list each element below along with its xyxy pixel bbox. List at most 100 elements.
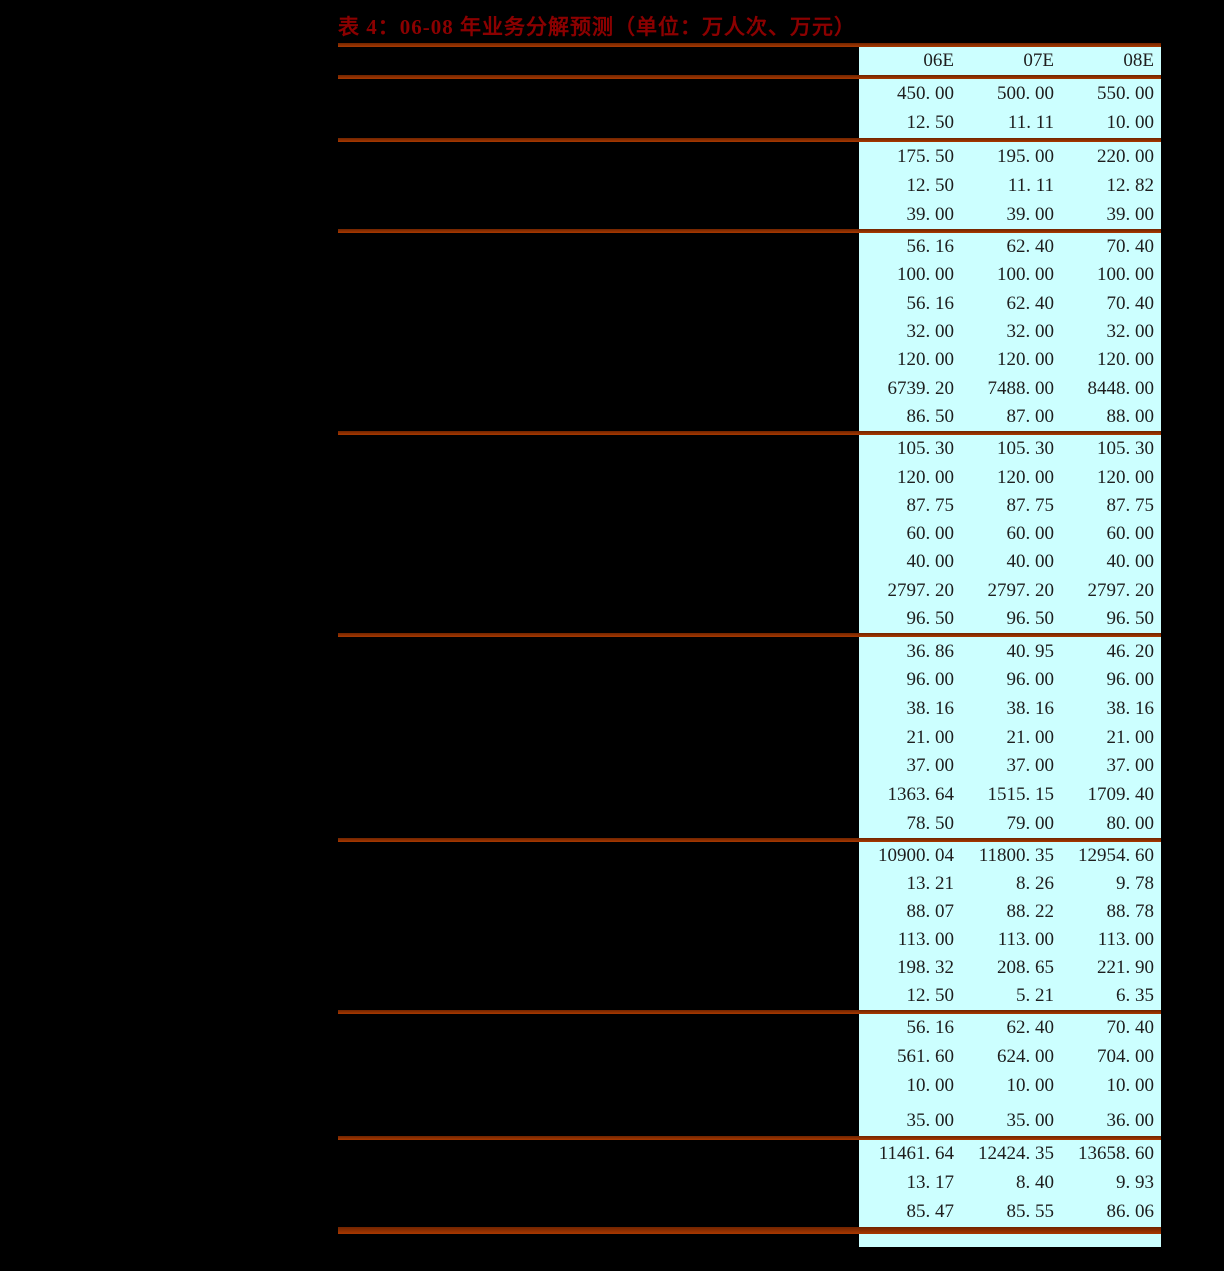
table-cell: 62. 40 — [1006, 292, 1055, 314]
row-label-cell — [338, 171, 859, 200]
table-cell: 87. 75 — [906, 494, 955, 516]
title-divider — [338, 43, 1161, 47]
table-row: 100. 00 100. 00 100. 00 — [338, 261, 1161, 289]
table-cell: 175. 50 — [897, 145, 954, 167]
row-label-cell — [338, 898, 859, 926]
table-row: 450. 00 500. 00 550. 00 — [338, 79, 1161, 109]
table-cell: 100. 00 — [1097, 264, 1154, 286]
table-cell: 40. 00 — [906, 551, 955, 573]
row-label-cell — [338, 200, 859, 229]
table-cell: 624. 00 — [997, 1046, 1054, 1068]
row-label-cell — [338, 954, 859, 982]
table-row: 12. 50 11. 11 10. 00 — [338, 109, 1161, 139]
table-cell: 96. 00 — [906, 669, 955, 691]
table-cell: 39. 00 — [1006, 203, 1055, 225]
table-cell: 62. 40 — [1006, 1017, 1055, 1039]
table-cell: 38. 16 — [906, 697, 955, 719]
row-label-cell — [338, 666, 859, 695]
table-row: 10900. 04 11800. 35 12954. 60 — [338, 842, 1161, 870]
table-section: 56. 16 62. 40 70. 40 100. 00 100. 00 100. 00 5… — [338, 233, 1161, 431]
row-label-cell — [338, 637, 859, 666]
row-label-cell — [338, 109, 859, 139]
column-header-08e: 08E — [1123, 50, 1154, 71]
table-cell: 8. 26 — [1016, 872, 1054, 894]
table-cell: 80. 00 — [1106, 812, 1155, 834]
table-row: 37. 00 37. 00 37. 00 — [338, 752, 1161, 781]
table-header-row: 06E 07E 08E — [338, 47, 1161, 75]
table-cell: 10. 00 — [1106, 1075, 1155, 1097]
table-row: 56. 16 62. 40 70. 40 — [338, 233, 1161, 261]
table-cell: 78. 50 — [906, 812, 955, 834]
table-cell: 2797. 20 — [987, 579, 1055, 601]
table-row: 38. 16 38. 16 38. 16 — [338, 695, 1161, 724]
row-label-cell — [338, 695, 859, 724]
section-divider — [338, 431, 1161, 436]
row-label-cell — [338, 435, 859, 463]
table-cell: 704. 00 — [1097, 1046, 1154, 1068]
table-section: 11461. 64 12424. 35 13658. 60 13. 17 8. 40 9.… — [338, 1140, 1161, 1227]
table-cell: 36. 86 — [906, 640, 955, 662]
table-row: 1363. 64 1515. 15 1709. 40 — [338, 781, 1161, 810]
table-cell: 21. 00 — [1106, 726, 1155, 748]
table-cell: 198. 32 — [897, 956, 954, 978]
table-cell: 113. 00 — [897, 928, 954, 950]
table-cell: 79. 00 — [1006, 812, 1055, 834]
table-section: 175. 50 195. 00 220. 00 12. 50 11. 11 12. 82 3… — [338, 142, 1161, 229]
table-title: 表 4：06-08 年业务分解预测（单位：万人次、万元） — [338, 15, 856, 39]
row-label-cell — [338, 520, 859, 548]
row-label-cell — [338, 982, 859, 1010]
table-row: 120. 00 120. 00 120. 00 — [338, 463, 1161, 491]
table-cell: 32. 00 — [906, 321, 955, 343]
row-label-cell — [338, 290, 859, 318]
table-cell: 40. 95 — [1006, 640, 1055, 662]
table-cell: 105. 30 — [997, 438, 1054, 460]
table-cell: 120. 00 — [897, 349, 954, 371]
table-cell: 120. 00 — [1097, 466, 1154, 488]
table-cell: 6739. 20 — [887, 377, 955, 399]
table-cell: 87. 75 — [1006, 494, 1055, 516]
table-cell: 96. 50 — [1106, 608, 1155, 629]
table-body: 450. 00 500. 00 550. 00 12. 50 11. 11 10. 00 1… — [338, 79, 1161, 1234]
table-cell: 36. 00 — [1106, 1110, 1155, 1132]
table-cell: 96. 50 — [1006, 608, 1055, 629]
table-bottom-border — [338, 1226, 1161, 1234]
row-label-cell — [338, 79, 859, 109]
table-cell: 2797. 20 — [887, 579, 955, 601]
table-cell: 12. 50 — [906, 174, 955, 196]
table-cell: 32. 00 — [1006, 321, 1055, 343]
table-cell: 12. 50 — [906, 112, 955, 134]
row-label-cell — [338, 723, 859, 752]
table-cell: 87. 75 — [1106, 494, 1155, 516]
table-cell: 62. 40 — [1006, 236, 1055, 258]
table-cell: 88. 00 — [1106, 405, 1155, 427]
row-label-cell — [338, 346, 859, 374]
table-cell: 5. 21 — [1016, 984, 1054, 1006]
table-cell: 96. 00 — [1006, 669, 1055, 691]
table-row: 56. 16 62. 40 70. 40 — [338, 1014, 1161, 1043]
row-label-cell — [338, 1140, 859, 1169]
table-cell: 8448. 00 — [1087, 377, 1155, 399]
table-cell: 40. 00 — [1106, 551, 1155, 573]
row-label-cell — [338, 870, 859, 898]
table-cell: 11. 11 — [1007, 174, 1054, 196]
table-cell: 105. 30 — [897, 438, 954, 460]
table-row: 198. 32 208. 65 221. 90 — [338, 954, 1161, 982]
row-label-cell — [338, 1198, 859, 1227]
table-cell: 60. 00 — [1006, 523, 1055, 545]
table-cell: 39. 00 — [906, 203, 955, 225]
table-cell: 12954. 60 — [1078, 844, 1154, 866]
column-header-06e: 06E — [923, 50, 954, 71]
table-cell: 8. 40 — [1016, 1172, 1054, 1194]
section-divider — [338, 1135, 1161, 1140]
table-row: 85. 47 85. 55 86. 06 — [338, 1198, 1161, 1227]
table-cell: 46. 20 — [1106, 640, 1155, 662]
row-label-cell — [338, 752, 859, 781]
table-row: 12. 50 11. 11 12. 82 — [338, 171, 1161, 200]
table-cell: 70. 40 — [1106, 292, 1155, 314]
row-label-cell — [338, 1169, 859, 1198]
table-cell: 10. 00 — [1006, 1075, 1055, 1097]
row-label-cell — [338, 926, 859, 954]
row-label-cell — [338, 463, 859, 491]
table-row: 86. 50 87. 00 88. 00 — [338, 403, 1161, 431]
